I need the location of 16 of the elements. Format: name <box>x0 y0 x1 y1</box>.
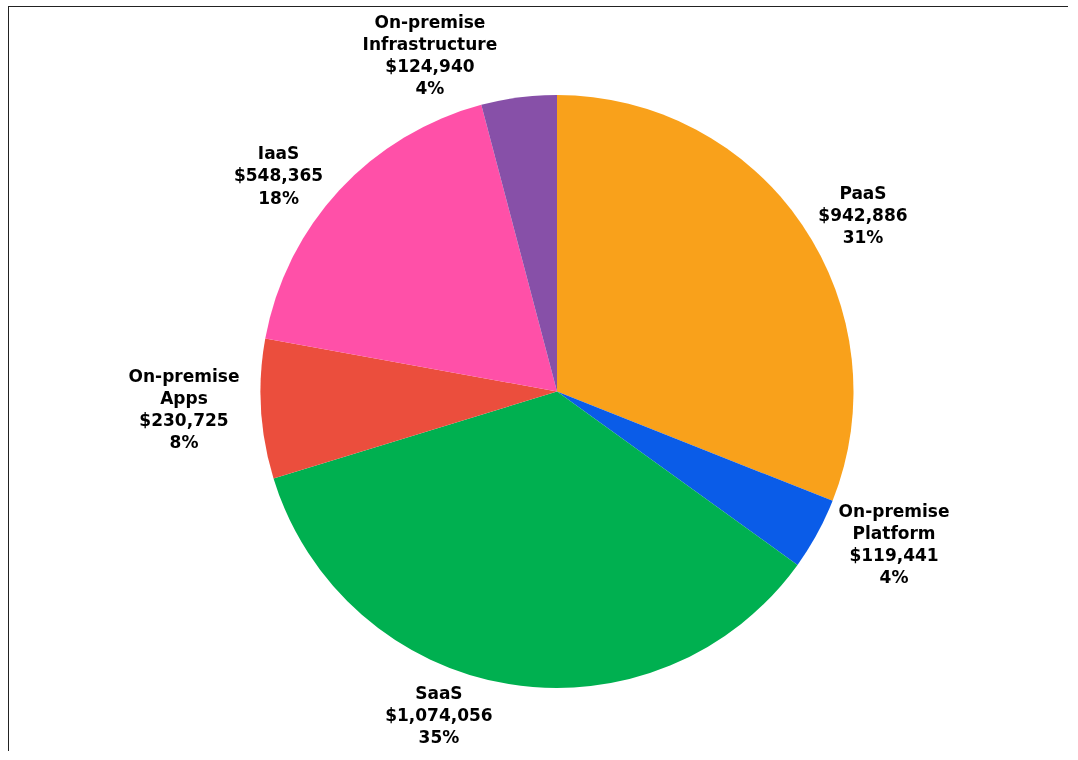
data-label: $119,441 4% <box>849 544 939 588</box>
data-label: $942,886 31% <box>818 204 908 247</box>
data-label: $1,074,056 35% <box>385 705 493 748</box>
data-label: $230,725 8% <box>139 410 229 453</box>
slice-label: PaaS <box>839 182 887 203</box>
data-label: $124,940 4% <box>385 56 475 99</box>
slice-label: SaaS <box>415 683 463 704</box>
pie-slice <box>261 338 557 479</box>
pie-slice <box>557 391 833 565</box>
slice-label: On-premise Infrastructure <box>362 11 498 54</box>
data-label: $548,365 18% <box>233 165 324 208</box>
slice-label: On-premise Apps <box>128 365 240 409</box>
pie-slice <box>481 95 557 392</box>
pie-slice <box>273 391 798 688</box>
slice-label: IaaS <box>257 143 300 164</box>
slice-label: On-premise Platform <box>838 500 950 543</box>
